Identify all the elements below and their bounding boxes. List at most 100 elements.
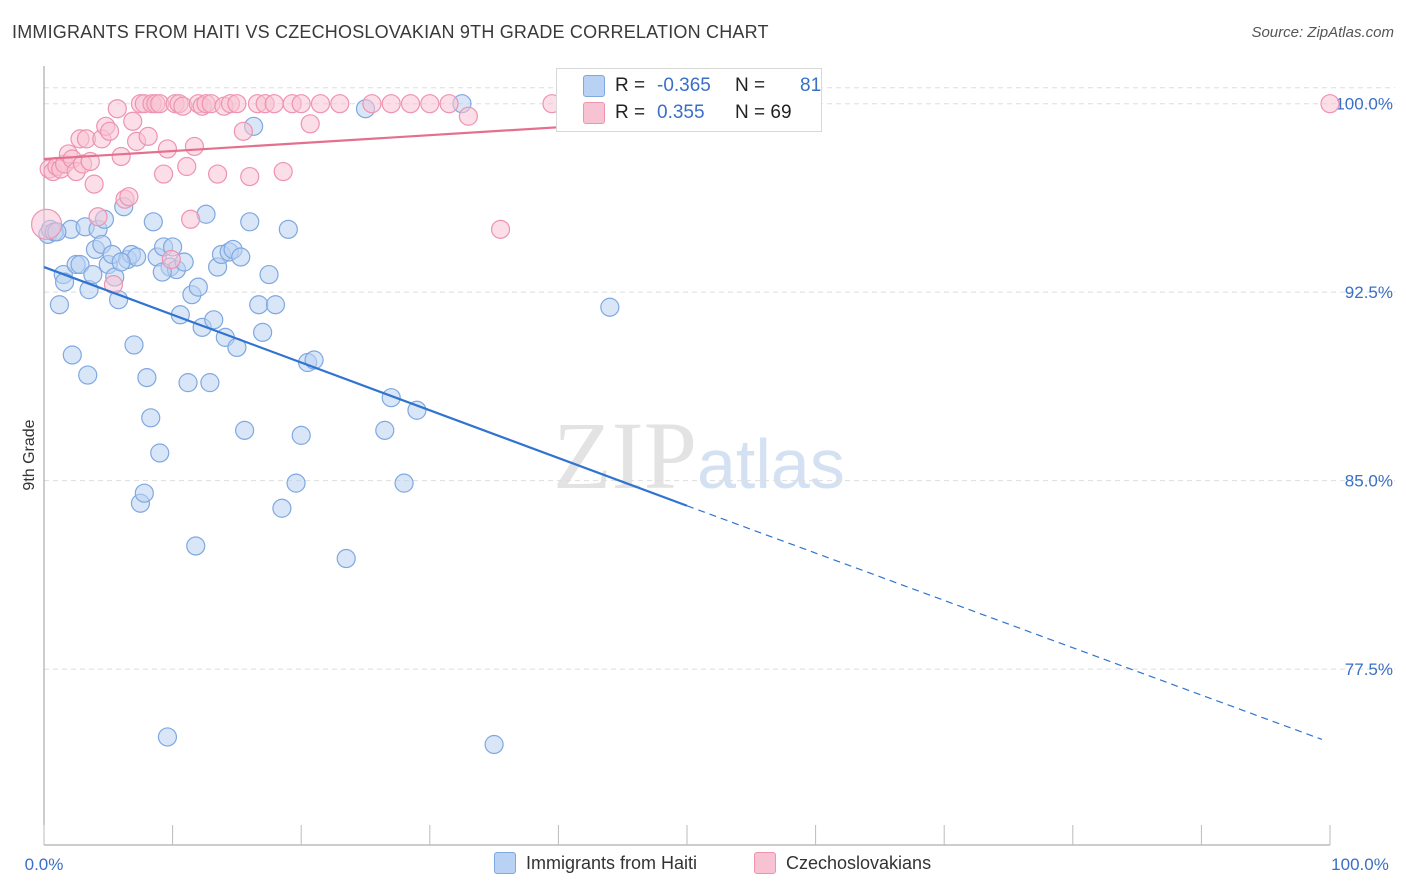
r-label: R = xyxy=(615,102,646,123)
haiti-trend-extension xyxy=(686,505,1323,741)
czech-point xyxy=(227,94,247,114)
haiti-point xyxy=(249,295,269,315)
haiti-point xyxy=(134,483,154,503)
series-haiti xyxy=(38,94,620,755)
haiti-point xyxy=(336,548,356,569)
haiti-point xyxy=(83,264,103,285)
czech-point xyxy=(400,94,421,114)
series-legend: Immigrants from Haiti Czechoslovakians xyxy=(0,852,1406,878)
haiti-point xyxy=(286,473,306,493)
legend-item-czech: Czechoslovakians xyxy=(754,852,931,874)
haiti-point xyxy=(178,373,198,393)
haiti-swatch xyxy=(583,75,605,97)
chart-title: IMMIGRANTS FROM HAITI VS CZECHOSLOVAKIAN… xyxy=(12,22,769,42)
czech-point xyxy=(362,94,382,114)
czech-point xyxy=(177,156,197,177)
y-tick-label: 77.5% xyxy=(1345,660,1393,679)
haiti-point xyxy=(272,498,292,518)
haiti-point xyxy=(124,335,144,355)
r-value: -0.365 xyxy=(657,75,711,96)
n-label: N = xyxy=(735,75,766,96)
haiti-point xyxy=(141,408,161,428)
watermark-zip: ZIP xyxy=(553,402,697,509)
czech-point xyxy=(310,94,331,114)
czech-point xyxy=(291,94,311,114)
czech-point xyxy=(107,99,127,119)
haiti-point xyxy=(200,373,220,393)
czech-point xyxy=(138,126,158,146)
haiti-point xyxy=(204,310,224,330)
czech-point xyxy=(153,164,174,184)
czech-point xyxy=(439,94,459,114)
haiti-point xyxy=(186,536,206,556)
legend-label-czech: Czechoslovakians xyxy=(786,852,932,873)
n-label: N = 69 xyxy=(735,102,792,123)
czech-point xyxy=(300,114,320,134)
haiti-point xyxy=(143,212,163,232)
haiti-point xyxy=(240,212,260,232)
czech-point xyxy=(1320,94,1340,114)
source-label: Source: ZipAtlas.com xyxy=(1251,24,1394,41)
y-tick-label: 100.0% xyxy=(1335,95,1393,114)
czech-point xyxy=(458,106,478,126)
czech-point xyxy=(240,166,260,187)
czech-point xyxy=(157,139,178,159)
czech-point xyxy=(30,208,63,240)
czech-legend-swatch xyxy=(754,852,776,874)
czech-point xyxy=(381,94,401,114)
x-tick-label: 0.0% xyxy=(25,855,64,874)
haiti-trend-line xyxy=(43,266,688,507)
haiti-point xyxy=(231,247,251,267)
czech-point xyxy=(111,146,131,167)
czech-point xyxy=(88,207,108,227)
czech-point xyxy=(181,209,201,229)
haiti-point xyxy=(291,425,311,445)
haiti-point xyxy=(375,420,395,440)
haiti-point xyxy=(484,734,504,755)
haiti-point xyxy=(62,345,82,365)
czech-point xyxy=(273,161,293,182)
czech-point xyxy=(84,174,104,194)
czech-point xyxy=(184,136,205,157)
haiti-point xyxy=(600,297,620,317)
legend-label-haiti: Immigrants from Haiti xyxy=(526,852,698,873)
haiti-point xyxy=(259,264,279,285)
haiti-point xyxy=(407,400,427,420)
haiti-point xyxy=(49,295,70,315)
x-tick-label: 100.0% xyxy=(1331,855,1389,874)
haiti-point xyxy=(278,219,298,239)
czech-swatch xyxy=(583,102,605,124)
czech-point xyxy=(233,121,253,141)
legend-item-haiti: Immigrants from Haiti xyxy=(494,852,697,874)
y-tick-label: 92.5% xyxy=(1345,283,1393,302)
haiti-point xyxy=(78,365,98,385)
haiti-point xyxy=(265,295,286,315)
czech-point xyxy=(123,111,143,131)
haiti-point xyxy=(188,277,208,297)
haiti-point xyxy=(150,443,170,463)
y-axis-label: 9th Grade xyxy=(21,419,38,490)
haiti-point xyxy=(157,727,178,747)
r-label: R = xyxy=(615,75,646,96)
haiti-point xyxy=(137,368,157,388)
r-value: 0.355 xyxy=(657,102,705,123)
haiti-point xyxy=(394,473,414,493)
czech-point xyxy=(99,121,120,141)
y-tick-label: 85.0% xyxy=(1345,472,1393,491)
haiti-point xyxy=(70,254,90,275)
czech-point xyxy=(490,219,511,239)
series-czech xyxy=(30,94,1340,295)
haiti-point xyxy=(111,252,131,272)
stats-legend: R = -0.365 N = 81 R = 0.355 N = 69 xyxy=(556,68,822,132)
haiti-point xyxy=(54,272,75,292)
haiti-point xyxy=(253,322,273,342)
czech-point xyxy=(264,94,284,114)
czech-point xyxy=(420,94,440,114)
haiti-point xyxy=(235,420,255,440)
haiti-legend-swatch xyxy=(494,852,516,874)
watermark-atlas: atlas xyxy=(697,425,845,503)
n-value: 81 xyxy=(800,75,822,96)
czech-point xyxy=(119,187,139,207)
watermark: ZIPatlas xyxy=(553,400,845,511)
